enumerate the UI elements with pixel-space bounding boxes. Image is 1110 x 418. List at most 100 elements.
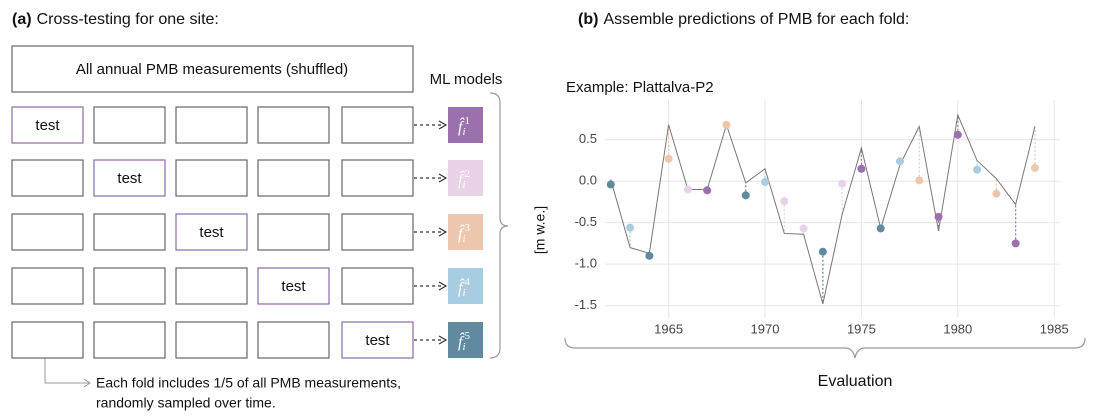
model-box bbox=[448, 160, 483, 196]
predicted-point bbox=[992, 189, 1001, 198]
panel-b-heading: (b) Assemble predictions of PMB for each … bbox=[578, 11, 909, 28]
train-cell bbox=[341, 106, 414, 144]
predicted-point bbox=[761, 178, 770, 187]
train-cell bbox=[93, 213, 166, 251]
symbol: f̂ bbox=[458, 116, 465, 135]
predicted-point bbox=[1011, 239, 1020, 248]
train-cell bbox=[175, 321, 248, 359]
model-box bbox=[448, 214, 483, 250]
x-tick-label: 1965 bbox=[654, 321, 683, 336]
predicted-point bbox=[780, 197, 789, 206]
model-symbol: f̂i3 bbox=[458, 222, 471, 245]
panel-a-heading: (a) Cross-testing for one site: bbox=[12, 11, 219, 28]
superscript: 1 bbox=[465, 115, 471, 127]
y-axis-label: [m w.e.] bbox=[532, 206, 548, 254]
train-cell bbox=[11, 159, 84, 197]
test-cell bbox=[257, 267, 330, 305]
superscript: 5 bbox=[465, 330, 471, 342]
model-symbol: f̂i1 bbox=[458, 115, 470, 138]
predicted-point bbox=[606, 180, 615, 189]
x-axis-label: Evaluation bbox=[818, 373, 893, 390]
model-symbol: f̂i4 bbox=[458, 276, 471, 299]
test-cell bbox=[341, 321, 414, 359]
x-tick-label: 1980 bbox=[943, 321, 972, 336]
test-cell bbox=[93, 159, 166, 197]
symbol: f̂ bbox=[458, 331, 465, 350]
all-box bbox=[11, 45, 414, 93]
predicted-point bbox=[741, 191, 750, 200]
note-arrow bbox=[44, 358, 91, 388]
train-cell bbox=[341, 213, 414, 251]
model-box bbox=[448, 107, 483, 143]
train-cell bbox=[93, 267, 166, 305]
predicted-point bbox=[683, 185, 692, 194]
model-symbol: f̂i5 bbox=[458, 330, 471, 353]
subscript: i bbox=[462, 233, 465, 245]
symbol: f̂ bbox=[458, 223, 465, 242]
x-tick-label: 1970 bbox=[751, 321, 780, 336]
predicted-point bbox=[857, 164, 866, 173]
train-cell bbox=[257, 106, 330, 144]
train-cell bbox=[175, 106, 248, 144]
subscript: i bbox=[462, 126, 465, 138]
panel-title: Assemble predictions of PMB for each fol… bbox=[603, 11, 909, 28]
arrow-head bbox=[438, 281, 448, 291]
x-tick-label: 1985 bbox=[1040, 321, 1069, 336]
predicted-point bbox=[664, 154, 673, 163]
model-symbol: f̂i2 bbox=[458, 168, 470, 191]
test-cell bbox=[11, 106, 84, 144]
train-cell bbox=[11, 321, 84, 359]
symbol: f̂ bbox=[458, 169, 465, 188]
test-cell bbox=[175, 213, 248, 251]
test-label: test bbox=[365, 332, 390, 349]
predicted-point bbox=[626, 223, 635, 232]
note-line: randomly sampled over time. bbox=[96, 395, 276, 411]
panel-label: (b) bbox=[578, 11, 598, 28]
test-label: test bbox=[199, 224, 224, 241]
train-cell bbox=[11, 213, 84, 251]
train-cell bbox=[93, 106, 166, 144]
panel-label: (a) bbox=[12, 11, 32, 28]
predicted-point bbox=[645, 251, 654, 260]
bracket bbox=[489, 92, 509, 359]
train-cell bbox=[93, 321, 166, 359]
panel-title: Cross-testing for one site: bbox=[37, 11, 219, 28]
predicted-point bbox=[934, 212, 943, 221]
superscript: 3 bbox=[465, 222, 471, 234]
symbol: f̂ bbox=[458, 277, 465, 296]
train-cell bbox=[175, 159, 248, 197]
all-box-label: All annual PMB measurements (shuffled) bbox=[76, 61, 348, 78]
predicted-point bbox=[953, 130, 962, 139]
predicted-point bbox=[876, 224, 885, 233]
predicted-point bbox=[838, 179, 847, 188]
superscript: 4 bbox=[465, 276, 471, 288]
chart-subtitle: Example: Plattalva-P2 bbox=[566, 79, 714, 96]
evaluation-bracket bbox=[564, 337, 1086, 359]
observed-line bbox=[610, 113, 1036, 305]
subscript: i bbox=[462, 287, 465, 299]
predicted-point bbox=[973, 165, 982, 174]
arrow-head bbox=[438, 173, 448, 183]
train-cell bbox=[257, 159, 330, 197]
model-box bbox=[448, 268, 483, 304]
y-tick-label: -0.5 bbox=[575, 214, 597, 229]
y-tick-label: 0.5 bbox=[579, 131, 597, 146]
train-cell bbox=[257, 213, 330, 251]
train-cell bbox=[341, 267, 414, 305]
predicted-point bbox=[915, 176, 924, 185]
arrow-head bbox=[438, 335, 448, 345]
y-tick-label: -1.5 bbox=[575, 297, 597, 312]
predicted-point bbox=[703, 186, 712, 195]
superscript: 2 bbox=[465, 168, 471, 180]
predicted-point bbox=[818, 247, 827, 256]
predicted-point bbox=[895, 157, 904, 166]
train-cell bbox=[341, 159, 414, 197]
subscript: i bbox=[462, 179, 465, 191]
train-cell bbox=[257, 321, 330, 359]
train-cell bbox=[175, 267, 248, 305]
arrow-head bbox=[438, 120, 448, 130]
train-cell bbox=[11, 267, 84, 305]
predicted-point bbox=[1030, 163, 1039, 172]
y-tick-label: 0.0 bbox=[579, 173, 597, 188]
